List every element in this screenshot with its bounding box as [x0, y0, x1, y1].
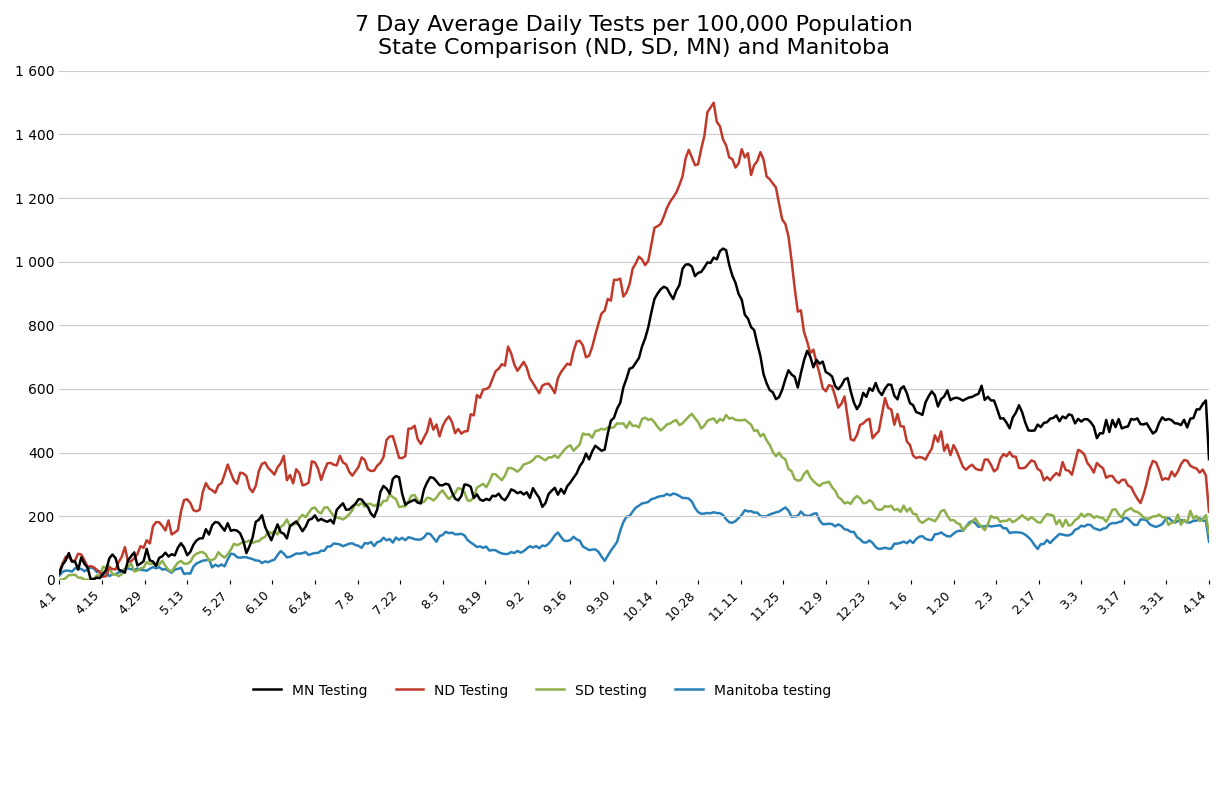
MN Testing	[1059, 413, 1073, 423]
SD testing	[251, 536, 266, 546]
SD testing	[999, 516, 1013, 526]
Legend: MN Testing, ND Testing, SD testing, Manitoba testing: MN Testing, ND Testing, SD testing, Mani…	[247, 678, 837, 703]
ND Testing	[1059, 465, 1073, 474]
MN Testing	[896, 382, 911, 391]
ND Testing	[1202, 507, 1217, 516]
ND Testing	[896, 421, 911, 431]
MN Testing	[517, 489, 531, 499]
Manitoba testing	[504, 547, 519, 557]
MN Testing	[716, 244, 731, 253]
Manitoba testing	[53, 571, 67, 581]
Manitoba testing	[255, 558, 269, 568]
Line: ND Testing: ND Testing	[60, 103, 1209, 577]
ND Testing	[255, 459, 269, 469]
MN Testing	[255, 511, 269, 520]
Manitoba testing	[1002, 528, 1017, 538]
SD testing	[53, 575, 67, 584]
Manitoba testing	[1059, 531, 1073, 540]
SD testing	[501, 463, 515, 473]
Manitoba testing	[102, 571, 116, 581]
ND Testing	[1002, 447, 1017, 457]
MN Testing	[504, 485, 519, 494]
Manitoba testing	[517, 546, 531, 556]
Manitoba testing	[1202, 537, 1217, 546]
SD testing	[684, 409, 699, 418]
SD testing	[1202, 529, 1217, 539]
SD testing	[1055, 522, 1070, 531]
MN Testing	[53, 569, 67, 578]
ND Testing	[95, 572, 110, 581]
ND Testing	[517, 357, 531, 367]
Manitoba testing	[666, 489, 681, 498]
SD testing	[513, 464, 528, 474]
ND Testing	[53, 566, 67, 576]
ND Testing	[504, 348, 519, 358]
Title: 7 Day Average Daily Tests per 100,000 Population
State Comparison (ND, SD, MN) a: 7 Day Average Daily Tests per 100,000 Po…	[355, 15, 913, 58]
MN Testing	[1002, 424, 1017, 433]
Manitoba testing	[896, 537, 911, 546]
Line: SD testing: SD testing	[60, 413, 1209, 580]
SD testing	[894, 507, 908, 516]
MN Testing	[83, 574, 98, 584]
Line: Manitoba testing: Manitoba testing	[60, 493, 1209, 576]
MN Testing	[1202, 455, 1217, 464]
ND Testing	[706, 98, 721, 108]
Line: MN Testing: MN Testing	[60, 249, 1209, 579]
